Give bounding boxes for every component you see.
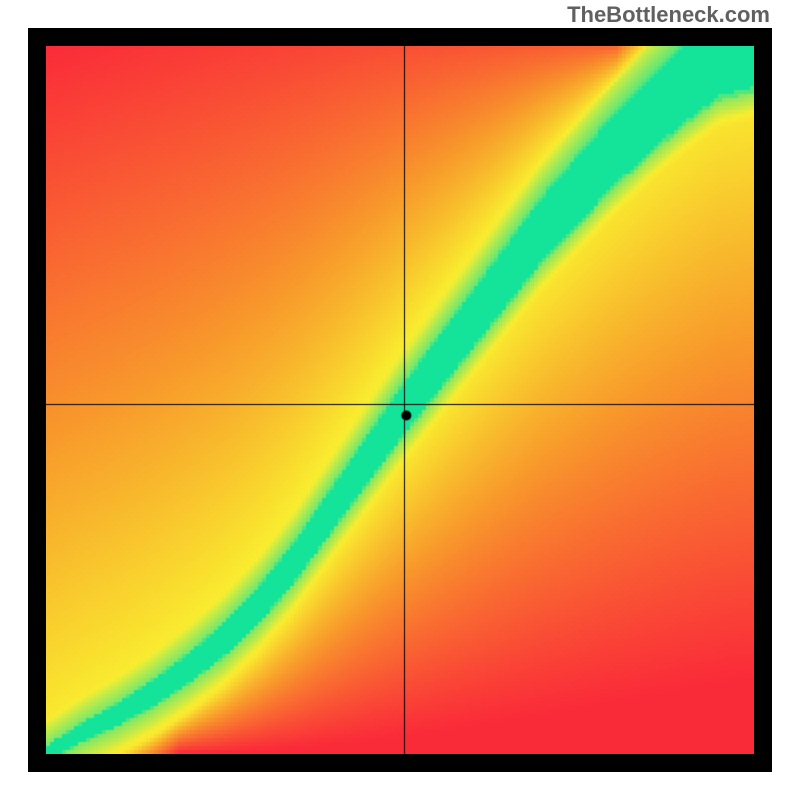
bottleneck-heatmap: { "watermark": "TheBottleneck.com", "cha… bbox=[0, 0, 800, 800]
watermark-text: TheBottleneck.com bbox=[567, 2, 770, 28]
chart-frame bbox=[28, 28, 772, 772]
heatmap-canvas bbox=[46, 46, 754, 754]
heatmap-plot bbox=[46, 46, 754, 754]
